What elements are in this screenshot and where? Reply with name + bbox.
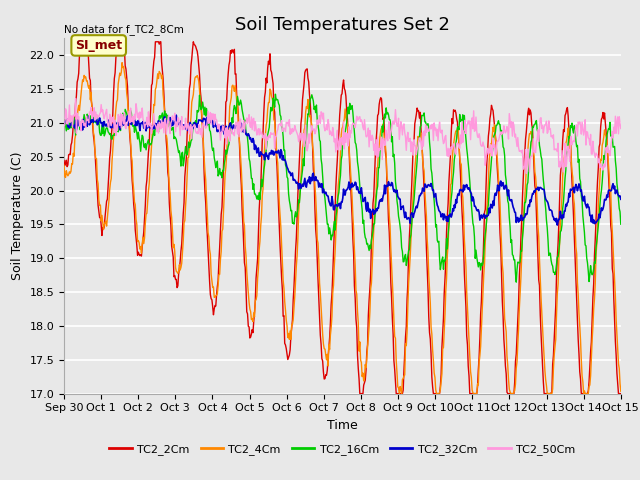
- Title: Soil Temperatures Set 2: Soil Temperatures Set 2: [235, 16, 450, 34]
- Y-axis label: Soil Temperature (C): Soil Temperature (C): [11, 152, 24, 280]
- Legend: TC2_2Cm, TC2_4Cm, TC2_16Cm, TC2_32Cm, TC2_50Cm: TC2_2Cm, TC2_4Cm, TC2_16Cm, TC2_32Cm, TC…: [105, 439, 580, 459]
- Text: No data for f_TC2_8Cm: No data for f_TC2_8Cm: [64, 24, 184, 35]
- X-axis label: Time: Time: [327, 419, 358, 432]
- Text: SI_met: SI_met: [75, 39, 122, 52]
